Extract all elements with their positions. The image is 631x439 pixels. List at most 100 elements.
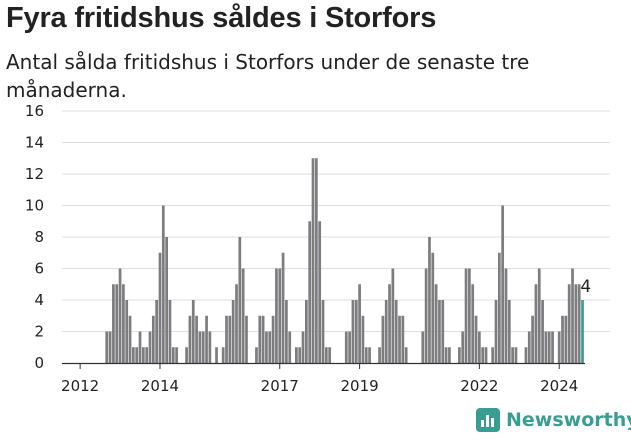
bar [318, 221, 322, 363]
bar [388, 284, 391, 363]
bar [461, 331, 465, 363]
bar [527, 331, 531, 363]
x-tick-label: 2012 [61, 377, 99, 395]
bar [108, 331, 112, 363]
bar [231, 300, 235, 363]
bar [368, 347, 371, 363]
brand-name: Newsworthy [506, 409, 631, 431]
bar [501, 205, 505, 363]
y-tick-label: 10 [25, 197, 44, 215]
bar [537, 268, 541, 363]
bar [404, 347, 408, 363]
bar [384, 300, 388, 363]
x-axis-ticks: 2012 2014 2017 2019 2022 2024 [61, 363, 578, 395]
bar [448, 347, 451, 363]
bar [298, 347, 302, 363]
bar [344, 331, 348, 363]
bar [305, 300, 308, 363]
bar [431, 252, 435, 363]
bar [401, 315, 405, 363]
bar [201, 331, 205, 363]
x-tick-label: 2017 [261, 377, 299, 395]
bar [281, 252, 285, 363]
bar [541, 300, 544, 363]
bar [105, 331, 109, 363]
bar [161, 205, 165, 363]
bar [471, 284, 475, 363]
bar [491, 347, 495, 363]
bar [428, 237, 431, 363]
bar [238, 237, 242, 363]
bar [125, 300, 129, 363]
bar [225, 315, 228, 363]
bar [215, 347, 218, 363]
data-labels: 4 [580, 277, 591, 297]
bar [205, 315, 208, 363]
bar [354, 300, 358, 363]
bar [208, 331, 212, 363]
bar-chart-icon [476, 408, 500, 432]
bar [504, 268, 508, 363]
bar [158, 252, 162, 363]
y-tick-label: 4 [34, 291, 44, 309]
bar [135, 347, 139, 363]
bar [258, 315, 262, 363]
bar [458, 347, 461, 363]
bar [155, 300, 159, 363]
y-tick-label: 16 [25, 102, 44, 120]
bar [398, 315, 401, 363]
bar [557, 331, 561, 363]
bar [478, 331, 481, 363]
bar [348, 331, 351, 363]
bar [118, 268, 122, 363]
bar [265, 331, 268, 363]
bar [574, 284, 578, 363]
bar [245, 315, 248, 363]
bar [497, 252, 501, 363]
bar [511, 347, 514, 363]
bar [112, 284, 115, 363]
bar [241, 268, 245, 363]
y-tick-label: 2 [34, 323, 44, 341]
bar [188, 315, 192, 363]
bar [261, 315, 265, 363]
bar [151, 315, 155, 363]
bar [175, 347, 178, 363]
bar [221, 347, 225, 363]
y-tick-label: 6 [34, 260, 44, 278]
bar [507, 300, 511, 363]
bar [301, 331, 305, 363]
chart-title: Fyra fritidshus såldes i Storfors [6, 2, 437, 34]
bar [228, 315, 232, 363]
y-axis-ticks: 0 2 4 6 8 10 12 14 16 [25, 102, 44, 372]
bar [275, 268, 278, 363]
bar [171, 347, 175, 363]
bar [148, 331, 152, 363]
bar [165, 237, 168, 363]
bar [577, 284, 581, 363]
x-tick-label: 2024 [540, 377, 578, 395]
bar [145, 347, 149, 363]
newsworthy-logo: Newsworthy [476, 408, 631, 432]
bar [132, 347, 135, 363]
bar [351, 300, 355, 363]
bar [285, 300, 288, 363]
bar [441, 300, 445, 363]
bar [468, 268, 471, 363]
y-tick-label: 14 [25, 134, 44, 152]
bar [424, 268, 428, 363]
bar [128, 315, 132, 363]
bar [494, 300, 498, 363]
bar [308, 221, 312, 363]
bar [361, 315, 365, 363]
bar [268, 331, 272, 363]
bar [544, 331, 548, 363]
bar [271, 315, 275, 363]
bar [198, 331, 202, 363]
bar [141, 347, 145, 363]
bar [115, 284, 119, 363]
bar [481, 347, 485, 363]
bar [567, 284, 571, 363]
bar [474, 315, 478, 363]
bar [191, 300, 195, 363]
